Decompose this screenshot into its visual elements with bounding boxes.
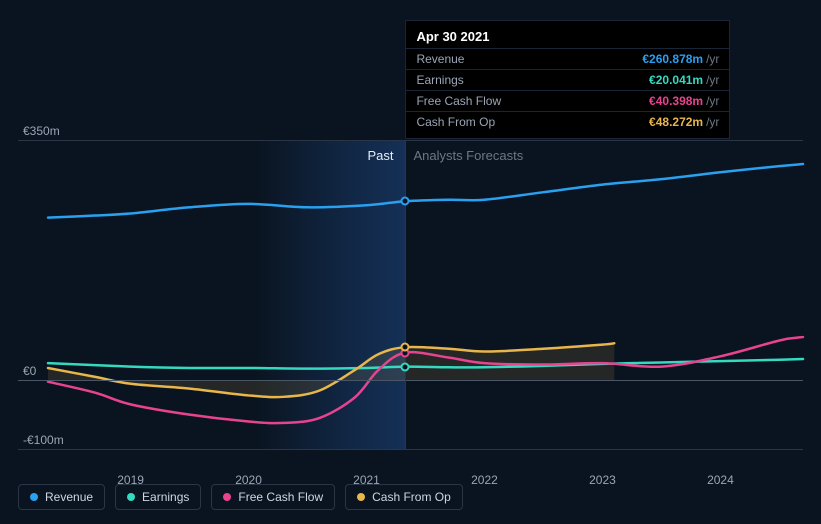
chart-legend: Revenue Earnings Free Cash Flow Cash From O… <box>18 484 463 510</box>
chart-svg <box>18 120 803 469</box>
tooltip-unit: /yr <box>706 94 719 108</box>
tooltip-metric-value: €20.041m <box>649 73 703 87</box>
tooltip-date: Apr 30 2021 <box>406 27 729 48</box>
tooltip-metric-value: €48.272m <box>649 115 703 129</box>
tooltip-metric-value: €260.878m <box>642 52 703 66</box>
past-label: Past <box>367 148 393 163</box>
financial-chart[interactable]: €350m€0-€100m201920202021202220232024Pas… <box>18 120 803 469</box>
tooltip-row: Free Cash Flow€40.398m/yr <box>406 90 729 111</box>
tooltip-unit: /yr <box>706 73 719 87</box>
y-gridline <box>18 380 803 381</box>
y-axis-label: -€100m <box>23 433 64 447</box>
tooltip-row: Cash From Op€48.272m/yr <box>406 111 729 132</box>
tooltip-metric-label: Earnings <box>416 73 649 87</box>
forecast-label: Analysts Forecasts <box>413 148 523 163</box>
legend-color-dot <box>127 493 135 501</box>
x-axis-label: 2022 <box>471 473 498 487</box>
series-marker <box>401 362 410 371</box>
series-marker <box>401 197 410 206</box>
y-axis-label: €0 <box>23 364 36 378</box>
tooltip-metric-value: €40.398m <box>649 94 703 108</box>
tooltip-metric-label: Free Cash Flow <box>416 94 649 108</box>
legend-label: Revenue <box>45 490 93 504</box>
y-gridline <box>18 449 803 450</box>
tooltip-row: Revenue€260.878m/yr <box>406 48 729 69</box>
legend-color-dot <box>357 493 365 501</box>
legend-item[interactable]: Revenue <box>18 484 105 510</box>
tooltip-metric-label: Revenue <box>416 52 642 66</box>
legend-label: Cash From Op <box>372 490 451 504</box>
x-axis-label: 2024 <box>707 473 734 487</box>
legend-item[interactable]: Free Cash Flow <box>211 484 335 510</box>
legend-item[interactable]: Earnings <box>115 484 201 510</box>
tooltip-unit: /yr <box>706 52 719 66</box>
y-gridline <box>18 140 803 141</box>
legend-label: Free Cash Flow <box>238 490 323 504</box>
x-axis-label: 2023 <box>589 473 616 487</box>
legend-color-dot <box>30 493 38 501</box>
tooltip-row: Earnings€20.041m/yr <box>406 69 729 90</box>
split-line <box>405 140 406 449</box>
chart-tooltip: Apr 30 2021 Revenue€260.878m/yrEarnings€… <box>405 20 730 139</box>
y-axis-label: €350m <box>23 124 60 138</box>
legend-label: Earnings <box>142 490 189 504</box>
tooltip-unit: /yr <box>706 115 719 129</box>
series-marker <box>401 343 410 352</box>
legend-item[interactable]: Cash From Op <box>345 484 463 510</box>
tooltip-metric-label: Cash From Op <box>416 115 649 129</box>
legend-color-dot <box>223 493 231 501</box>
